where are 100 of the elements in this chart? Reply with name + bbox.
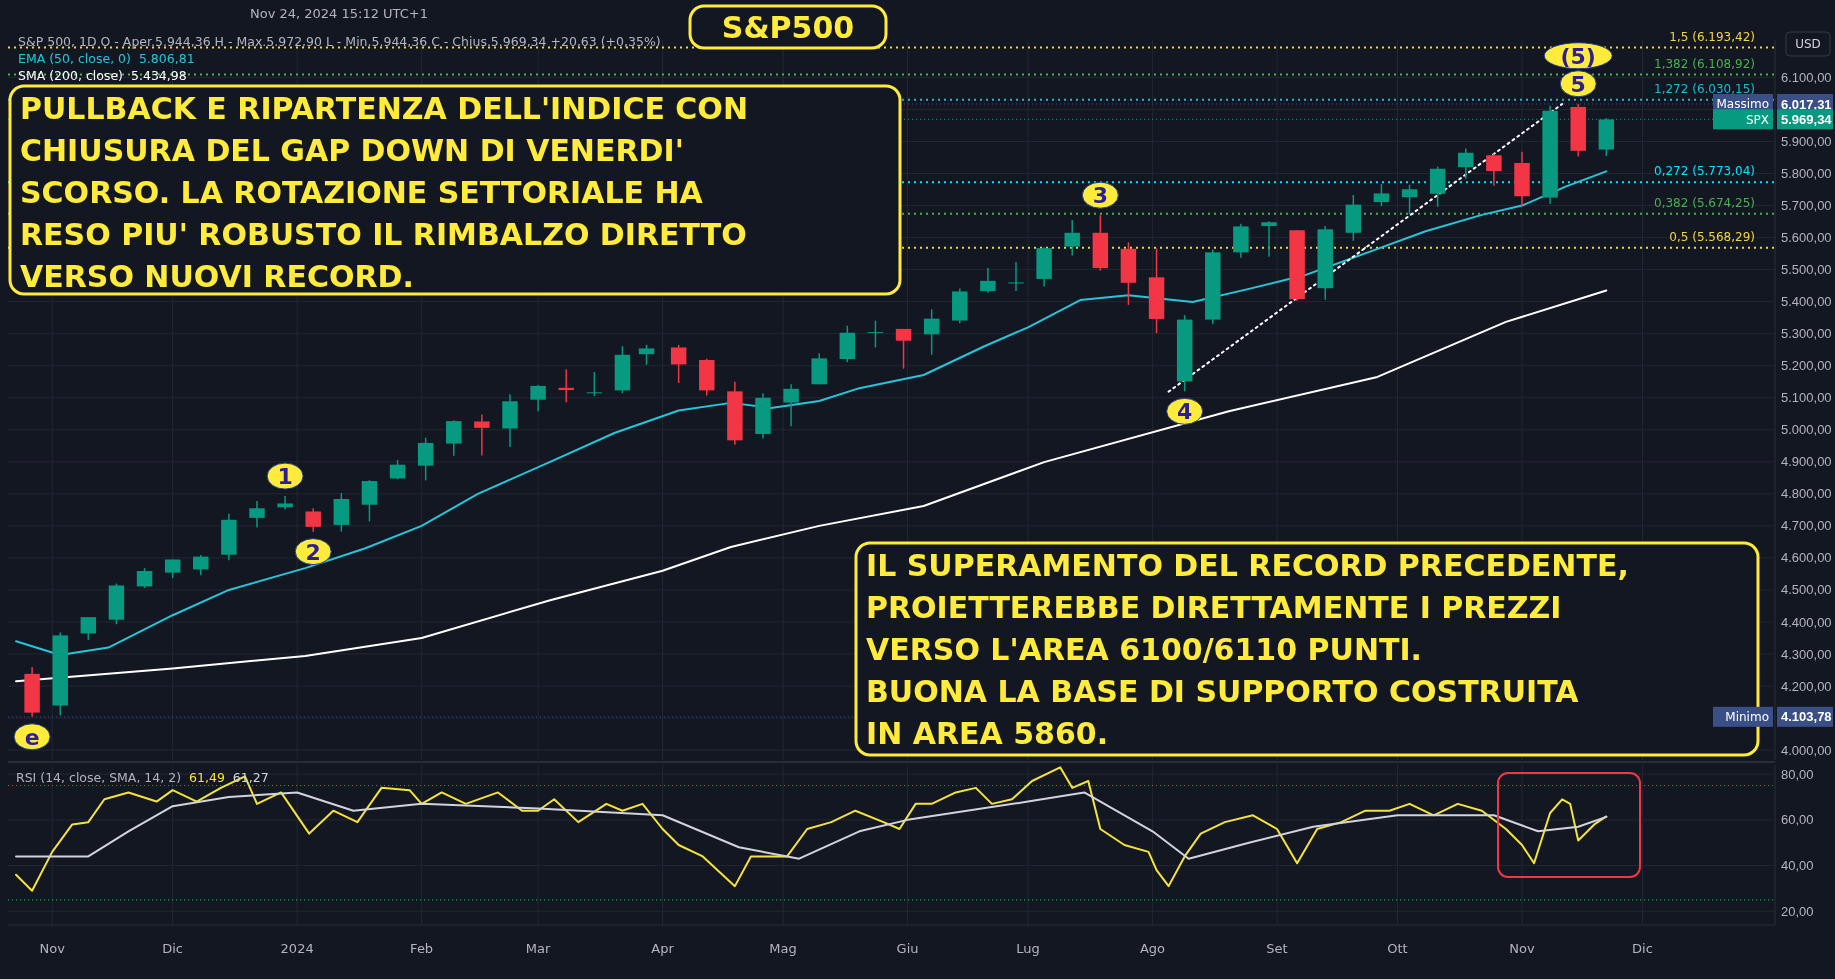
ref-line-label: 0,5 (5.568,29) (1669, 229, 1755, 244)
x-tick-label: Feb (410, 941, 434, 956)
candlestick (1458, 147, 1474, 180)
ref-line-label: 1,272 (6.030,15) (1654, 81, 1755, 96)
candlestick (277, 495, 293, 511)
ellipse-badge: 5 (1559, 70, 1597, 98)
candlestick (361, 479, 378, 523)
x-tick-label: Apr (651, 941, 675, 956)
text: EMA (50, close, 0) (18, 51, 131, 67)
ellipse-badge: (5) (1543, 42, 1613, 70)
candlestick (136, 567, 153, 589)
y-tick-label: 4.600,00 (1781, 550, 1832, 566)
candlestick (530, 384, 546, 412)
ellipse-badge: 4 (1166, 397, 1204, 425)
annotation: IL SUPERAMENTO DEL RECORD PRECEDENTE, PROIETTEREBBE DIRETTAMENTE I PREZZI VERSO L'AREA 6100/6110 PUNTI. BUONA LA BASE DI SUPPORTO COSTRUITA IN AREA 5860. (866, 548, 1629, 751)
x-tick-label: Set (1266, 941, 1288, 956)
y-tick-label: 5.800,00 (1781, 166, 1832, 182)
annotation: 61,27 (232, 770, 269, 786)
x-tick-label: Mar (525, 941, 552, 956)
candlestick (783, 383, 799, 428)
line-series (15, 791, 1608, 860)
y-tick-label: 60,00 (1781, 812, 1814, 828)
candlestick (1401, 184, 1418, 215)
candlestick (446, 419, 462, 457)
y-tick-label: 5.400,00 (1781, 294, 1832, 310)
candlestick (867, 319, 884, 349)
x-tick-label: Nov (1509, 941, 1535, 956)
candlestick (1008, 261, 1024, 292)
candlestick (474, 413, 490, 457)
annotation: e (24, 724, 40, 750)
candlestick (193, 554, 209, 576)
y-tick-label: 4.000,00 (1781, 742, 1832, 758)
x-tick-label: Dic (162, 941, 184, 956)
callout-box: PULLBACK E RIPARTENZA DELL'INDICE CON CHIUSURA DEL GAP DOWN DI VENERDI' SCORSO. LA ROTAZIONE SETTORIALE HA RESO PIU' ROBUSTO IL RIMBALZO DIRETTO VERSO NUOVI RECORD. (8, 84, 902, 296)
x-tick-label: Ott (1387, 941, 1408, 956)
ref-line-label: SPX 5.969,34 (1745, 111, 1833, 127)
y-tick-label: 5.300,00 (1781, 326, 1832, 342)
ref-line-label: Massimo 6.017,31 (1716, 96, 1832, 112)
y-tick-label: 5.900,00 (1781, 134, 1832, 150)
annotation: 5.434,98 (131, 68, 187, 84)
text: SMA (200, close) (18, 68, 123, 84)
y-tick-label: 5.000,00 (1781, 422, 1832, 438)
y-tick-label: 5.200,00 (1781, 358, 1832, 374)
x-tick-label: Ago (1139, 941, 1166, 956)
ellipse-badge: e (13, 723, 51, 751)
candlestick (417, 437, 434, 482)
annotation: 1 (277, 464, 293, 490)
ref-line-label: 0,272 (5.773,04) (1654, 164, 1755, 179)
candlestick (249, 500, 265, 529)
candlestick (1064, 219, 1080, 257)
y-tick-label: 40,00 (1781, 858, 1814, 874)
y-tick-label: 5.600,00 (1781, 230, 1832, 246)
y-tick-label: 4.300,00 (1781, 646, 1832, 662)
ref-line-label: 1,382 (6.108,92) (1654, 56, 1755, 71)
annotation: 4 (1177, 399, 1193, 425)
y-tick-label: 5.100,00 (1781, 390, 1832, 406)
annotation: 61,49 (189, 770, 225, 786)
y-tick-label: 4.400,00 (1781, 614, 1832, 630)
x-tick-label: Lug (1016, 941, 1040, 956)
text: USD (1795, 37, 1821, 52)
candlestick (305, 507, 321, 533)
candlestick (389, 459, 406, 481)
x-tick-label: Mag (769, 941, 797, 956)
y-tick-label: 4.800,00 (1781, 486, 1832, 502)
y-tick-label: 4.200,00 (1781, 678, 1832, 694)
x-tick-label: 2024 (280, 941, 314, 956)
candlestick (80, 616, 97, 641)
x-tick-label: Giu (896, 941, 919, 956)
text: RSI (14, close, SMA, 14, 2) (16, 770, 182, 786)
chart-subtitle: S&P 500, 1D O - Aper.5.944,36 H - Max.5.972,90 L - Min.5.944,36 C - Chius.5.969,34 +20,63 (+0,35%) (18, 34, 661, 50)
chart-title: S&P500 (721, 9, 855, 45)
candlestick (1261, 220, 1277, 258)
candlestick (980, 267, 996, 294)
candlestick (638, 344, 655, 366)
y-tick-label: 4.500,00 (1781, 582, 1832, 598)
line-series (15, 766, 1608, 892)
y-tick-label: 6.100,00 (1781, 70, 1832, 86)
candlestick (558, 368, 574, 403)
y-tick-label: 5.700,00 (1781, 198, 1832, 214)
y-tick-label: 4.900,00 (1781, 454, 1832, 470)
annotation: (5) (1560, 43, 1596, 69)
ref-line-label: Minimo 4.103,78 (1725, 709, 1832, 725)
annotation: PULLBACK E RIPARTENZA DELL'INDICE CON CHIUSURA DEL GAP DOWN DI VENERDI' SCORSO. LA ROTAZIONE SETTORIALE HA RESO PIU' ROBUSTO IL RIMBALZO DIRETTO VERSO NUOVI RECORD. (20, 91, 748, 294)
candlestick (895, 328, 912, 370)
ellipse-badge: 1 (266, 462, 304, 490)
ref-line-label: 1,5 (6.193,42) (1669, 29, 1755, 44)
x-tick-label: Dic (1632, 941, 1653, 956)
candlestick (923, 308, 940, 356)
annotation: 5.806,81 (138, 51, 195, 67)
x-tick-label: Nov (39, 941, 66, 956)
annotation: 2 (305, 539, 321, 565)
y-tick-label: 4.700,00 (1781, 518, 1832, 534)
y-tick-label: 5.500,00 (1781, 262, 1832, 278)
y-tick-label: 80,00 (1781, 766, 1814, 782)
candlestick (586, 371, 603, 397)
annotation: 3 (1092, 183, 1108, 209)
text: Nov 24, 2024 15:12 UTC+1 (249, 6, 429, 21)
ellipse-badge: 3 (1081, 181, 1119, 209)
ellipse-badge: 2 (294, 538, 332, 566)
candlestick (1373, 183, 1390, 207)
